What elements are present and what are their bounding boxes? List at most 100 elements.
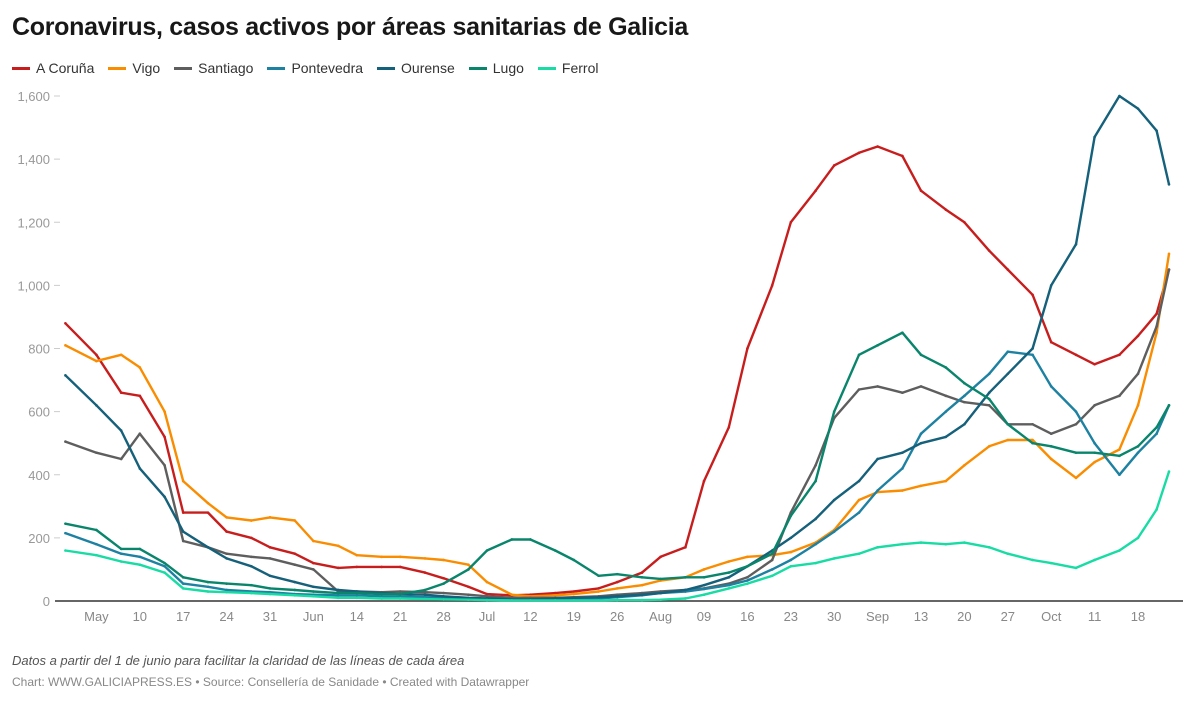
- data-point: [119, 560, 123, 563]
- data-point: [423, 595, 427, 599]
- x-tick-label: 26: [610, 609, 624, 624]
- data-point: [181, 530, 185, 533]
- data-point: [336, 596, 340, 600]
- data-point: [423, 590, 427, 594]
- data-point: [901, 489, 904, 492]
- data-point: [163, 495, 166, 499]
- x-tick-label: 17: [176, 609, 190, 624]
- data-point: [1006, 552, 1010, 555]
- data-point: [119, 547, 123, 551]
- data-point: [119, 353, 123, 357]
- data-point: [746, 579, 749, 582]
- data-point: [442, 558, 445, 562]
- data-point: [963, 541, 966, 544]
- data-point: [987, 404, 991, 407]
- legend-item: Ourense: [377, 60, 455, 76]
- data-point: [1093, 135, 1096, 139]
- data-point: [312, 568, 315, 571]
- legend-item: Ferrol: [537, 60, 598, 76]
- data-point: [597, 590, 600, 593]
- data-point: [789, 550, 793, 554]
- data-point: [1074, 243, 1078, 246]
- data-point: [640, 598, 644, 602]
- data-point: [181, 582, 185, 585]
- x-tick-label: 28: [436, 609, 450, 624]
- data-point: [64, 344, 67, 347]
- data-point: [814, 463, 817, 467]
- data-point: [138, 366, 142, 369]
- data-point: [312, 594, 315, 598]
- data-point: [553, 599, 557, 602]
- data-point: [250, 519, 253, 522]
- data-point: [225, 557, 228, 560]
- y-tick-label: 400: [28, 468, 50, 483]
- data-point: [1006, 438, 1010, 442]
- data-point: [1006, 350, 1010, 353]
- line-chart: 0 200 400 600 800 1,000 1,200 1,400 1,600 May 10 17…: [17, 89, 1183, 624]
- data-point: [746, 582, 749, 585]
- data-point: [1118, 394, 1121, 398]
- data-point: [987, 391, 991, 394]
- data-point: [250, 583, 253, 587]
- y-tick-label: 600: [28, 405, 50, 420]
- data-point: [944, 542, 948, 546]
- data-point: [702, 587, 706, 591]
- data-point: [987, 445, 991, 448]
- data-point: [640, 593, 644, 596]
- data-point: [789, 564, 793, 568]
- data-point: [919, 432, 923, 436]
- data-point: [597, 599, 600, 602]
- data-point: [380, 597, 383, 600]
- data-point: [467, 593, 470, 596]
- data-point: [250, 591, 253, 595]
- data-point: [312, 590, 315, 593]
- data-point: [1155, 331, 1158, 335]
- data-point: [510, 593, 514, 596]
- data-point: [814, 189, 817, 192]
- data-point: [987, 249, 991, 252]
- data-point: [1049, 445, 1053, 448]
- data-point: [702, 479, 706, 483]
- data-point: [987, 397, 991, 401]
- data-point: [467, 568, 470, 571]
- data-point: [789, 514, 793, 518]
- data-point: [485, 549, 489, 552]
- data-point: [206, 546, 210, 549]
- data-point: [336, 544, 340, 548]
- data-point: [1049, 561, 1053, 565]
- data-point: [398, 592, 402, 596]
- data-point: [206, 511, 210, 514]
- data-point: [746, 564, 749, 568]
- data-point: [225, 590, 228, 594]
- data-point: [336, 566, 340, 570]
- data-point: [467, 598, 470, 602]
- legend-item: Santiago: [174, 60, 253, 76]
- data-point: [901, 542, 904, 546]
- data-point: [944, 410, 948, 413]
- legend-label: Pontevedra: [291, 60, 364, 76]
- data-point: [553, 591, 557, 595]
- data-point: [510, 538, 514, 541]
- data-point: [727, 560, 731, 563]
- data-point: [181, 479, 185, 483]
- data-point: [181, 511, 185, 514]
- data-point: [1167, 268, 1171, 271]
- data-point: [423, 571, 427, 574]
- data-point: [615, 598, 619, 602]
- data-point: [138, 394, 142, 398]
- data-point: [1006, 372, 1010, 376]
- data-point: [684, 576, 687, 579]
- data-point: [1049, 284, 1053, 287]
- data-point: [442, 591, 445, 595]
- data-point: [919, 385, 923, 388]
- data-point: [1074, 476, 1078, 480]
- x-tick-label: 13: [914, 609, 928, 624]
- x-tick-label: 10: [133, 609, 147, 624]
- data-point: [963, 220, 966, 224]
- x-tick-label: Oct: [1041, 609, 1062, 624]
- data-point: [572, 596, 576, 600]
- y-tick-label: 800: [28, 342, 50, 357]
- data-point: [553, 594, 557, 597]
- data-point: [225, 516, 228, 519]
- y-tick-label: 1,200: [17, 215, 50, 230]
